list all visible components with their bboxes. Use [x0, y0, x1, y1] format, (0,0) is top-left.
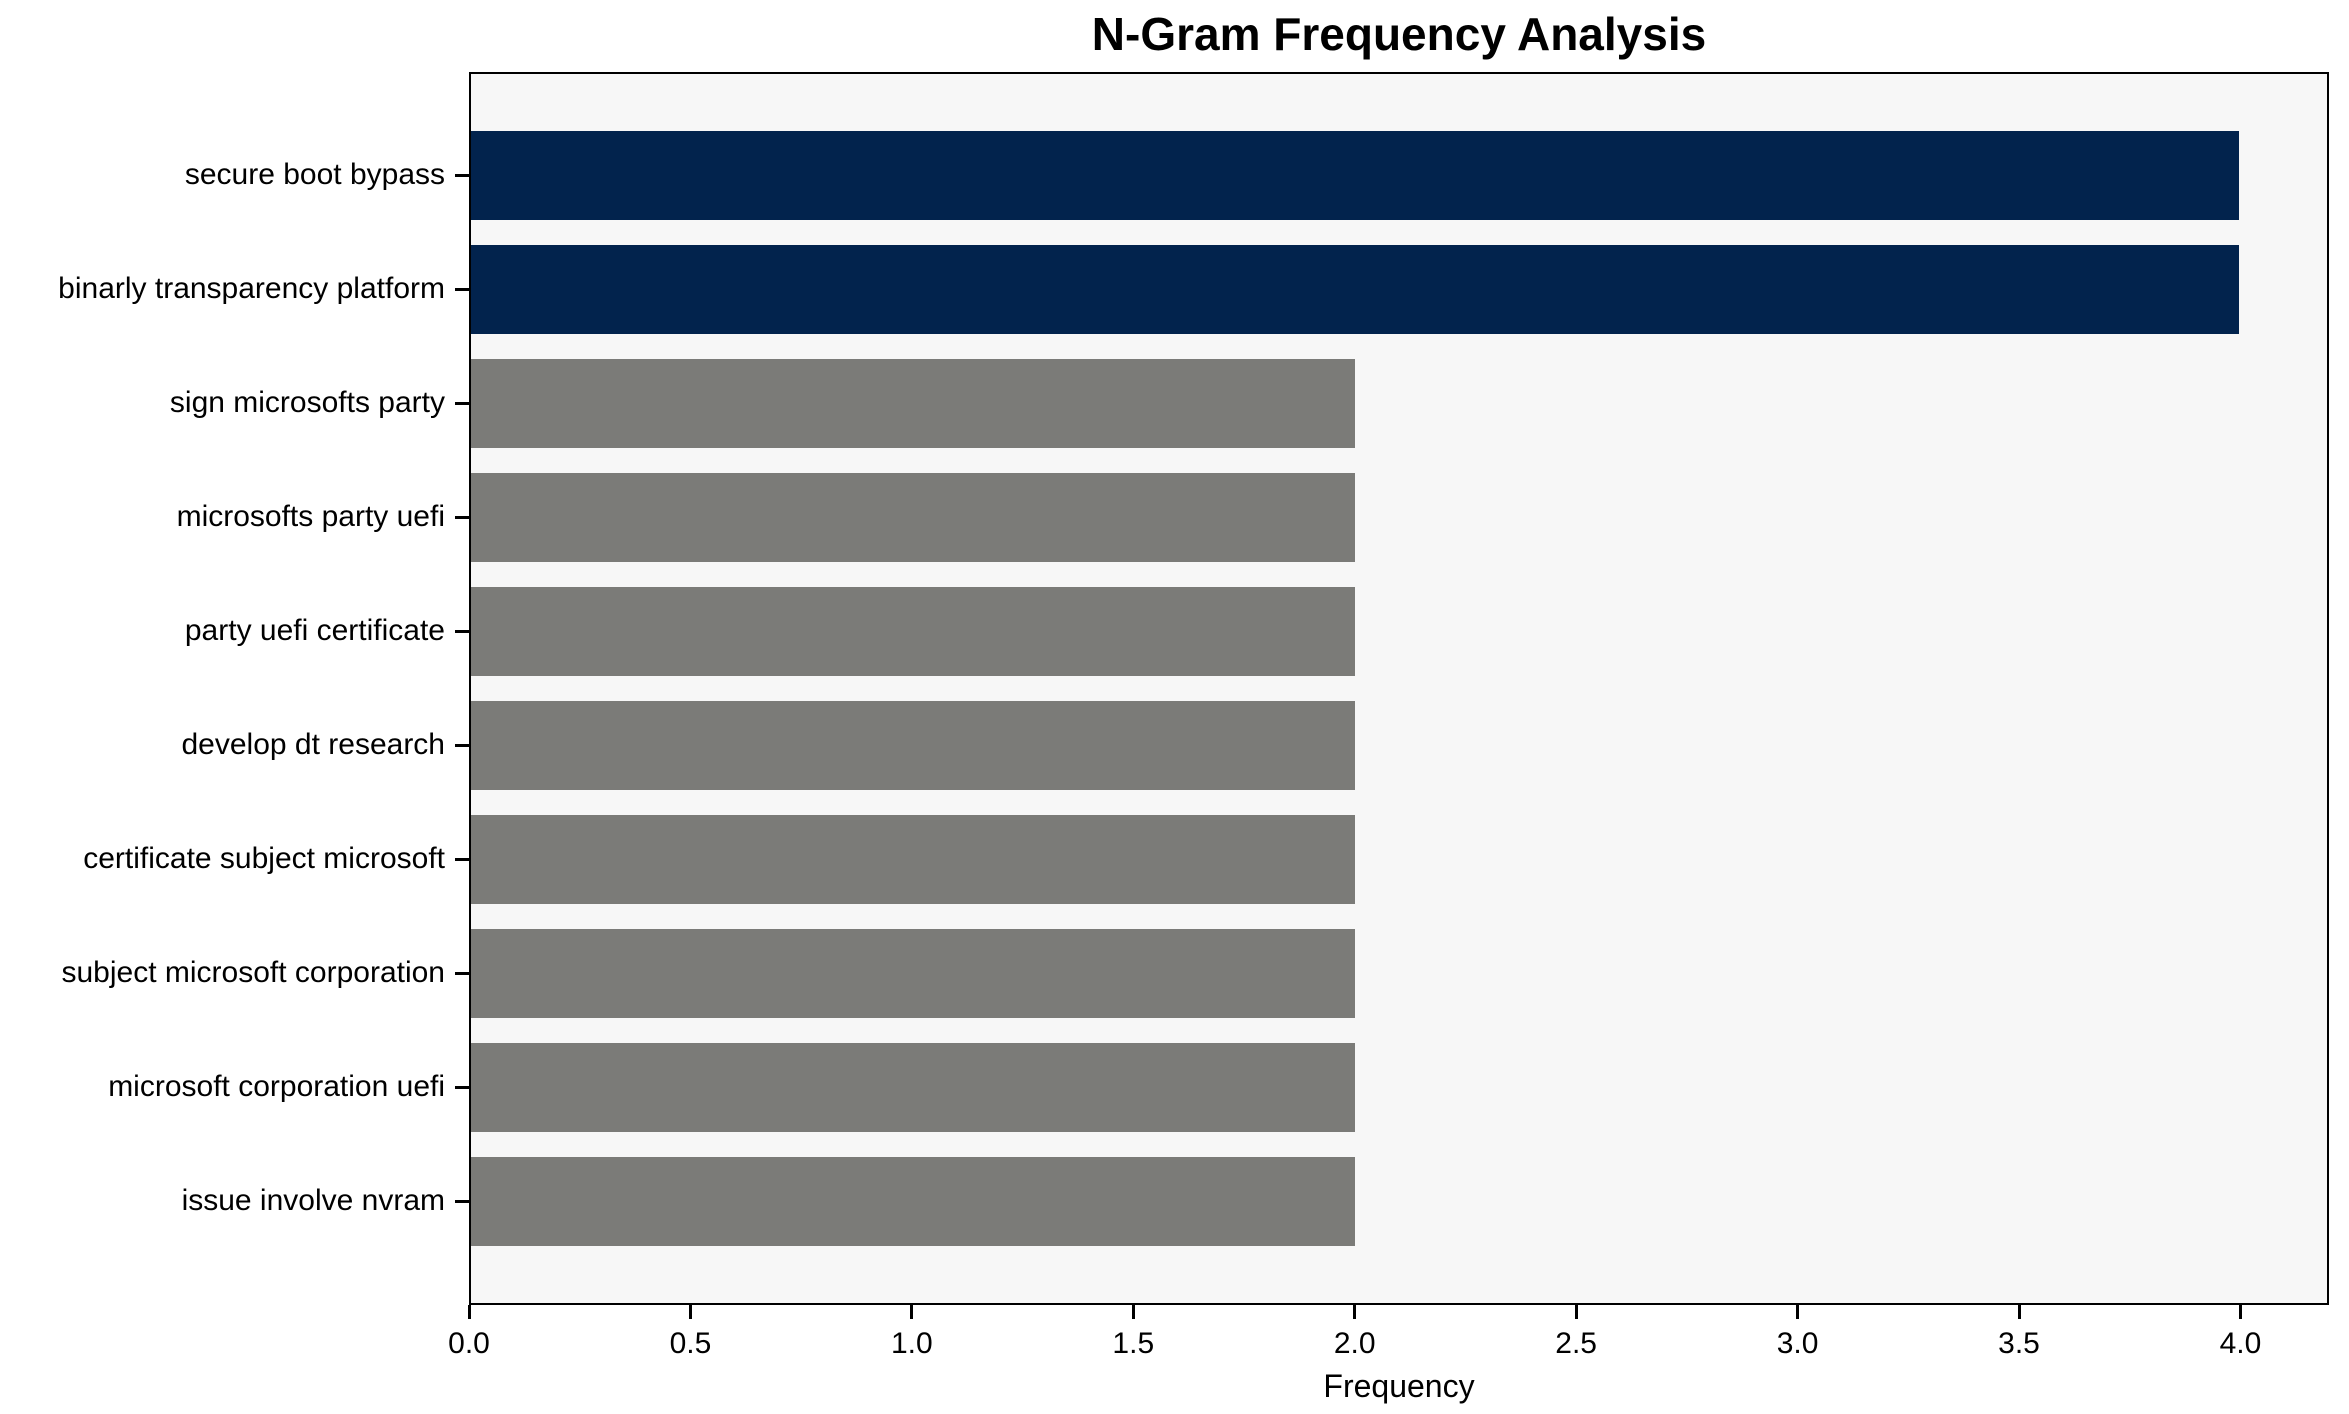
y-tick-mark: [455, 173, 469, 177]
bar-subject-microsoft-corporation: [471, 928, 1355, 1018]
y-tick-label: develop dt research: [181, 728, 446, 761]
y-tick-mark: [455, 629, 469, 633]
x-tick-label: 1.5: [1112, 1327, 1155, 1360]
y-tick-mark: [455, 743, 469, 747]
x-tick-mark: [2238, 1305, 2242, 1319]
x-axis-label: Frequency: [1323, 1368, 1475, 1404]
bar-party-uefi-certificate: [471, 586, 1355, 676]
y-tick-mark: [455, 401, 469, 405]
x-tick-mark: [1353, 1305, 1357, 1319]
bar-microsofts-party-uefi: [471, 472, 1355, 562]
x-tick-label: 0.5: [669, 1327, 712, 1360]
bar-certificate-subject-microsoft: [471, 814, 1355, 904]
plot-area: [469, 72, 2329, 1305]
x-tick-label: 3.0: [1776, 1327, 1819, 1360]
bar-issue-involve-nvram: [471, 1156, 1355, 1246]
x-tick-label: 2.5: [1555, 1327, 1597, 1360]
chart-title: N-Gram Frequency Analysis: [1091, 8, 1707, 60]
x-tick-mark: [1574, 1305, 1578, 1319]
y-tick-mark: [455, 1085, 469, 1089]
y-tick-label: issue involve nvram: [181, 1184, 445, 1217]
x-tick-mark: [2017, 1305, 2021, 1319]
x-tick-mark: [1796, 1305, 1800, 1319]
y-tick-label: secure boot bypass: [184, 158, 445, 191]
x-tick-label: 1.0: [890, 1327, 933, 1360]
y-tick-mark: [455, 1199, 469, 1203]
x-tick-mark: [1131, 1305, 1135, 1319]
y-tick-label: party uefi certificate: [184, 614, 445, 647]
y-tick-label: microsoft corporation uefi: [108, 1070, 445, 1103]
x-tick-label: 2.0: [1333, 1327, 1376, 1360]
x-tick-mark: [467, 1305, 471, 1319]
y-tick-label: subject microsoft corporation: [61, 956, 446, 989]
y-tick-mark: [455, 515, 469, 519]
bar-sign-microsofts-party: [471, 358, 1355, 448]
x-tick-mark: [910, 1305, 914, 1319]
bar-secure-boot-bypass: [471, 130, 2239, 220]
bar-binarly-transparency-platform: [471, 244, 2239, 334]
y-tick-mark: [455, 857, 469, 861]
y-tick-label: certificate subject microsoft: [83, 842, 445, 875]
y-tick-label: binarly transparency platform: [58, 272, 445, 305]
y-tick-label: microsofts party uefi: [176, 500, 445, 533]
bar-microsoft-corporation-uefi: [471, 1042, 1355, 1132]
x-tick-label: 4.0: [2219, 1327, 2262, 1360]
bar-develop-dt-research: [471, 700, 1355, 790]
y-tick-mark: [455, 287, 469, 291]
x-tick-label: 3.5: [1998, 1327, 2040, 1360]
x-tick-mark: [688, 1305, 692, 1319]
y-tick-label: sign microsofts party: [169, 386, 445, 419]
x-tick-label: 0.0: [448, 1327, 490, 1360]
y-tick-mark: [455, 971, 469, 975]
